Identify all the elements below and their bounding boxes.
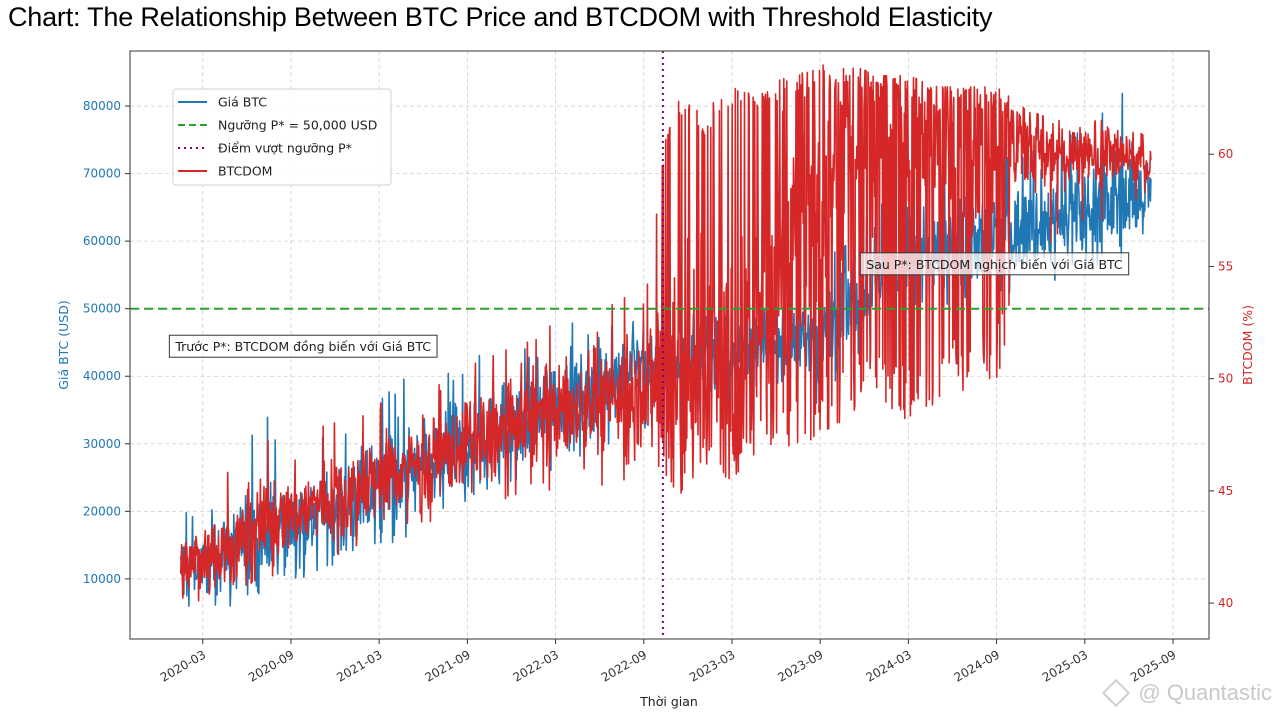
page-title: Chart: The Relationship Between BTC Pric… bbox=[8, 2, 993, 32]
x-tick-label: 2022-03 bbox=[511, 647, 561, 684]
y-left-tick-label: 20000 bbox=[83, 504, 121, 518]
annotations: Trước P*: BTCDOM đồng biến với Giá BTC Sa… bbox=[168, 252, 1130, 358]
plot-area-border bbox=[129, 50, 1210, 640]
reference-lines bbox=[130, 51, 1209, 639]
series-line-btcdom bbox=[179, 64, 1152, 602]
legend-item: BTCDOM bbox=[178, 164, 272, 179]
y-axis-left: 10000 20000 30000 40000 50000 60000 70000 80000 bbox=[83, 99, 130, 586]
y-axis-right: 40 45 50 55 60 bbox=[1209, 147, 1233, 610]
y-right-tick-label: 40 bbox=[1218, 596, 1233, 610]
x-tick-label: 2021-03 bbox=[334, 647, 384, 684]
legend-label: Giá BTC bbox=[218, 95, 267, 110]
x-tick-label: 2020-03 bbox=[158, 647, 208, 684]
y-left-tick-label: 80000 bbox=[83, 99, 121, 113]
annotation-text: Sau P*: BTCDOM nghịch biến với Giá BTC bbox=[866, 257, 1123, 272]
y-axis-left-title: Giá BTC (USD) bbox=[56, 300, 71, 389]
legend-box bbox=[172, 88, 392, 186]
x-tick-label: 2024-09 bbox=[952, 647, 1002, 684]
y-left-tick-label: 60000 bbox=[83, 234, 121, 248]
legend-label: Ngưỡng P* = 50,000 USD bbox=[218, 118, 377, 133]
y-left-tick-label: 30000 bbox=[83, 437, 121, 451]
y-right-tick-label: 55 bbox=[1218, 259, 1233, 273]
y-left-tick-label: 10000 bbox=[83, 572, 121, 586]
annotation-text: Trước P*: BTCDOM đồng biến với Giá BTC bbox=[174, 339, 431, 354]
y-right-tick-label: 50 bbox=[1218, 372, 1233, 386]
legend-label: BTCDOM bbox=[218, 164, 272, 179]
plot-frame bbox=[129, 50, 1210, 640]
x-axis: 2020-03 2020-09 2021-03 2021-09 2022-03 2022-… bbox=[158, 639, 1178, 685]
annotation-box: Sau P*: BTCDOM nghịch biến với Giá BTC bbox=[859, 252, 1130, 276]
annotation-box: Trước P*: BTCDOM đồng biến với Giá BTC bbox=[168, 334, 438, 358]
annotation-frame bbox=[859, 252, 1130, 276]
legend-item: Điểm vượt ngưỡng P* bbox=[178, 141, 352, 156]
legend-label: Điểm vượt ngưỡng P* bbox=[218, 141, 352, 156]
x-tick-label: 2022-09 bbox=[599, 647, 649, 684]
y-right-tick-label: 45 bbox=[1218, 484, 1233, 498]
x-tick-label: 2025-03 bbox=[1040, 647, 1090, 684]
y-right-tick-label: 60 bbox=[1218, 147, 1233, 161]
x-axis-title: Thời gian bbox=[639, 694, 698, 709]
watermark-text: @ Quantastic bbox=[1138, 680, 1272, 705]
x-tick-label: 2024-03 bbox=[863, 647, 913, 684]
y-left-tick-label: 40000 bbox=[83, 369, 121, 383]
x-tick-label: 2020-09 bbox=[246, 647, 296, 684]
y-left-tick-label: 70000 bbox=[83, 167, 121, 181]
legend-item: Ngưỡng P* = 50,000 USD bbox=[178, 118, 377, 133]
watermark: @ Quantastic bbox=[1102, 678, 1272, 708]
legend-item: Giá BTC bbox=[178, 95, 267, 110]
x-tick-label: 2023-03 bbox=[687, 647, 737, 684]
x-tick-label: 2021-09 bbox=[422, 647, 472, 684]
brand-logo-icon bbox=[1102, 678, 1131, 708]
annotation-frame bbox=[168, 334, 438, 358]
y-left-tick-label: 50000 bbox=[83, 302, 121, 316]
x-tick-label: 2023-09 bbox=[775, 647, 825, 684]
series-btcdom bbox=[179, 64, 1152, 602]
y-axis-right-title: BTCDOM (%) bbox=[1240, 305, 1255, 385]
legend: Giá BTC Ngưỡng P* = 50,000 USD Điểm vượt n… bbox=[172, 88, 392, 186]
